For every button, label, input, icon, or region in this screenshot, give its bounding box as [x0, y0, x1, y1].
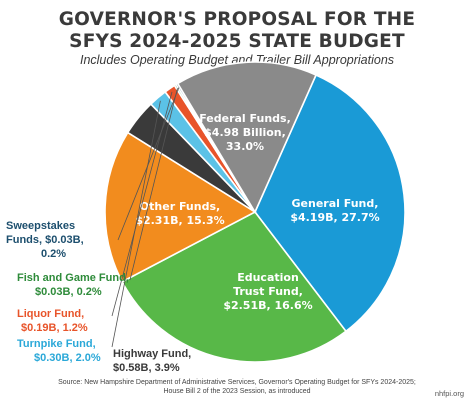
leader-line-sweepstakes — [117, 87, 180, 241]
chart-subtitle: Includes Operating Budget and Trailer Bi… — [79, 53, 395, 67]
label-fish-game-line-1: Fish and Game Fund, — [17, 272, 129, 284]
label-sweepstakes-line-3: 0.2% — [41, 248, 67, 260]
label-highway: Highway Fund, $0.58B, 3.9% — [113, 347, 191, 375]
label-highway-line-2: $0.58B, 3.9% — [113, 362, 180, 374]
slice-label-education-line-3: $2.51B, 16.6% — [223, 299, 312, 312]
slice-label-general-line-1: General Fund, — [292, 197, 379, 210]
source-note-line-1: Source: New Hampshire Department of Admi… — [58, 379, 416, 386]
label-turnpike-line-2: $0.30B, 2.0% — [34, 352, 101, 364]
leader-line-liquor — [111, 91, 173, 317]
slice-label-federal-line-1: Federal Funds, — [199, 112, 291, 125]
slice-label-federal-line-3: 33.0% — [226, 140, 264, 153]
leader-line-fishgame — [129, 88, 178, 281]
brand-url: nhfpi.org — [434, 389, 464, 398]
slice-label-general: General Fund, $4.19B, 27.7% — [290, 197, 379, 224]
slice-label-education: Education Trust Fund, $2.51B, 16.6% — [223, 271, 312, 312]
slice-label-other: Other Funds, $2.31B, 15.3% — [135, 200, 224, 227]
label-fish-game-line-2: $0.03B, 0.2% — [35, 286, 102, 298]
pie-slice-federal — [254, 73, 406, 333]
slice-label-other-line-1: Other Funds, — [140, 200, 220, 213]
label-highway-line-1: Highway Fund, — [113, 348, 192, 360]
slice-label-federal-line-2: $4.98 Billion, — [204, 126, 286, 139]
pie-slice-general — [121, 210, 348, 363]
leader-line-turnpike — [111, 100, 161, 348]
slice-label-education-line-1: Education — [237, 271, 299, 284]
label-liquor-line-1: Liquor Fund, — [17, 308, 85, 320]
source-note-line-2: House Bill 2 of the 2023 Session, as int… — [163, 388, 311, 395]
slice-label-other-line-2: $2.31B, 15.3% — [135, 214, 224, 227]
slice-label-general-line-2: $4.19B, 27.7% — [290, 211, 379, 224]
label-sweepstakes-line-1: Sweepstakes — [6, 220, 76, 232]
pie-slice-other — [176, 61, 318, 214]
label-liquor: Liquor Fund, $0.19B, 1.2% — [17, 307, 88, 335]
slice-label-federal: Federal Funds, $4.98 Billion, 33.0% — [199, 112, 291, 153]
pie-slice-education — [104, 131, 257, 283]
label-turnpike: Turnpike Fund, $0.30B, 2.0% — [17, 337, 101, 365]
chart-title-line-2: SFYS 2024-2025 STATE BUDGET — [69, 31, 405, 52]
label-sweepstakes: Sweepstakes Funds, $0.03B, 0.2% — [6, 219, 84, 261]
chart-title-line-1: GOVERNOR'S PROPOSAL FOR THE — [58, 9, 416, 30]
slice-label-education-line-2: Trust Fund, — [233, 285, 303, 298]
label-liquor-line-2: $0.19B, 1.2% — [21, 322, 88, 334]
label-sweepstakes-line-2: Funds, $0.03B, — [6, 234, 84, 246]
label-turnpike-line-1: Turnpike Fund, — [17, 338, 96, 350]
label-fish-game: Fish and Game Fund, $0.03B, 0.2% — [17, 271, 129, 299]
